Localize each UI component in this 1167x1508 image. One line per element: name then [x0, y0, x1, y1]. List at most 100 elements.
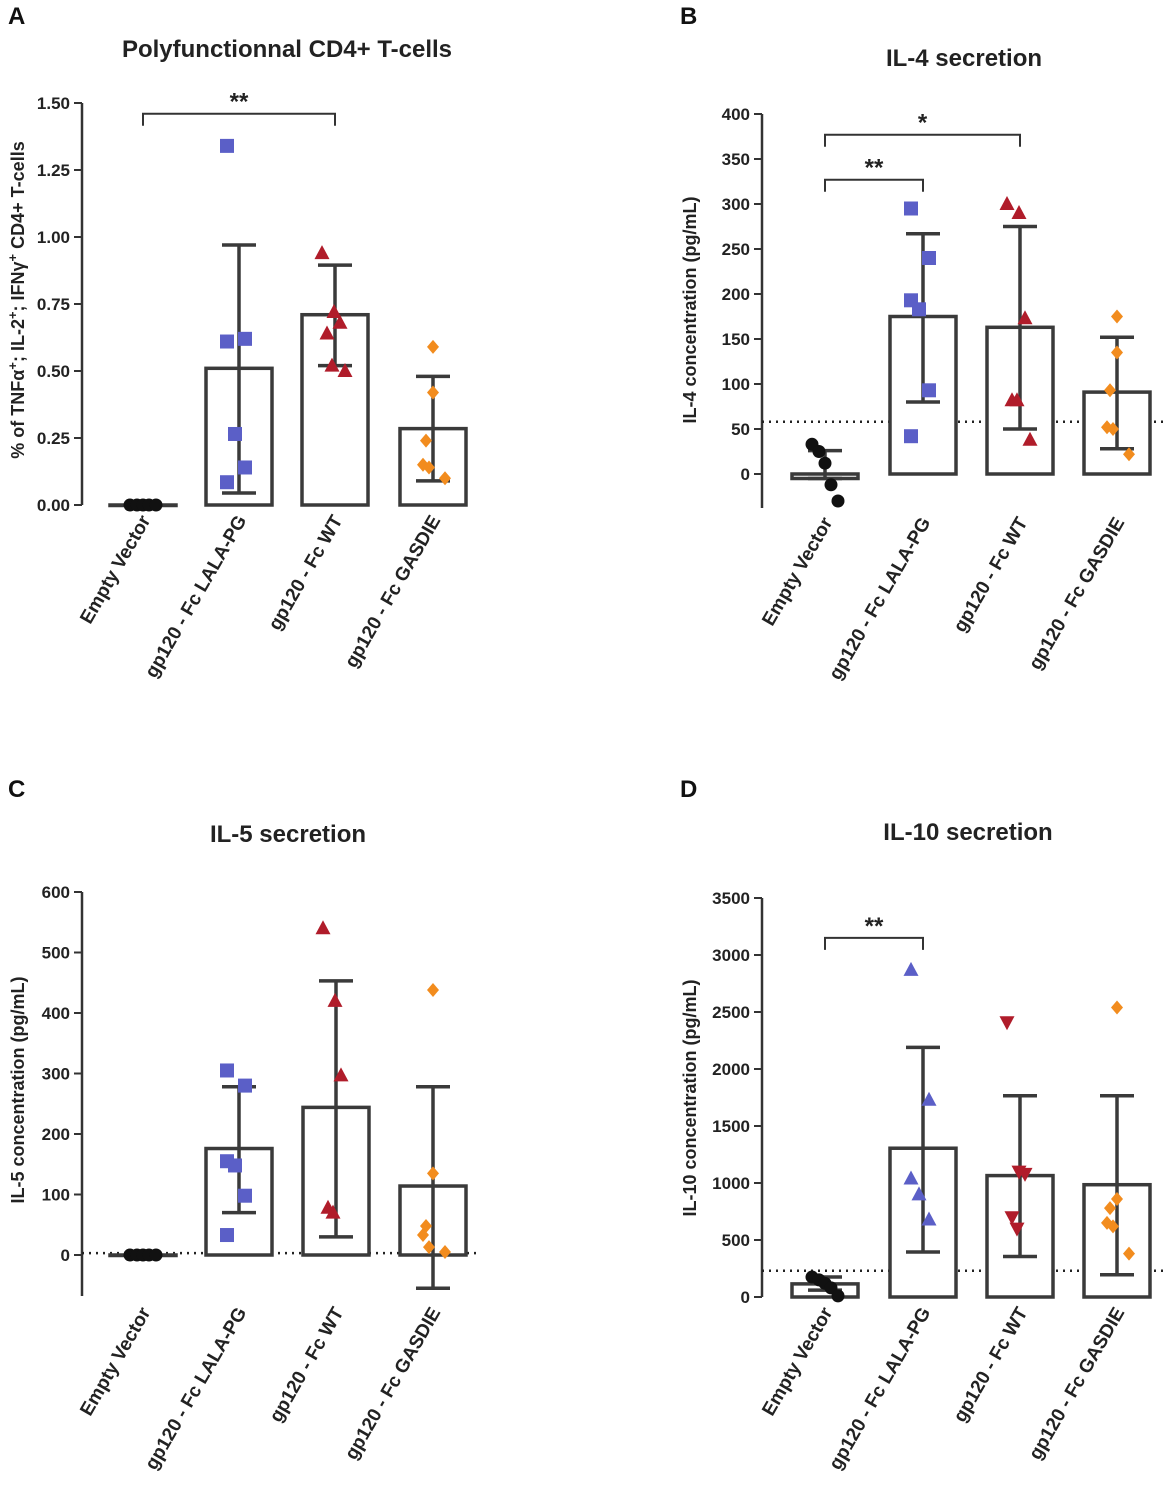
data-point	[332, 314, 348, 329]
y-axis-label-part: +	[5, 362, 20, 370]
category-label: Empty Vector	[76, 1303, 155, 1419]
data-point	[1009, 1222, 1025, 1237]
data-point	[922, 383, 936, 398]
data-point	[325, 1204, 341, 1219]
data-point	[220, 1228, 234, 1243]
y-tick-label: 2000	[712, 1060, 750, 1079]
y-tick-label: 3500	[712, 889, 750, 908]
y-axis-label-part: α	[8, 370, 28, 381]
category-label: gp120 - Fc WT	[265, 512, 348, 634]
data-point	[904, 201, 918, 216]
data-point	[1111, 345, 1123, 360]
data-point	[427, 983, 439, 998]
data-point	[921, 1091, 937, 1106]
category-label: gp120 - Fc GASDIE	[341, 1304, 445, 1464]
panel-letter: D	[680, 776, 697, 803]
data-point	[1104, 383, 1116, 398]
y-tick-label: 500	[42, 944, 70, 963]
significance-label: **	[865, 155, 884, 182]
y-tick-label: 100	[722, 375, 750, 394]
data-point	[1022, 431, 1038, 446]
data-point	[220, 138, 234, 153]
data-point	[423, 1240, 435, 1255]
panel-b: B IL-4 secretion 0 50 100 150 200 250 300 350 400 I…	[680, 3, 1165, 684]
data-point	[911, 1186, 927, 1201]
data-point	[1017, 310, 1033, 325]
y-tick-label: 0.50	[37, 362, 70, 381]
chart-title: IL-5 secretion	[210, 821, 366, 848]
y-tick-label: 0.00	[37, 496, 70, 515]
data-point	[228, 426, 242, 441]
data-point	[1107, 1219, 1119, 1234]
data-point	[1123, 1246, 1135, 1261]
data-point	[417, 1228, 429, 1243]
data-point	[228, 1158, 242, 1173]
data-point	[315, 920, 331, 935]
category-label: gp120 - Fc WT	[266, 1304, 349, 1426]
data-point	[238, 331, 252, 346]
data-point	[220, 475, 234, 490]
category-label: Empty Vector	[758, 1303, 837, 1419]
y-axis-label-part: ; IL-2	[8, 319, 28, 362]
category-label: gp120 - Fc LALA-PG	[825, 514, 935, 684]
y-axis-label-part: ; IFN	[8, 271, 28, 311]
data-point	[238, 460, 252, 475]
data-point	[220, 1063, 234, 1078]
data-point	[922, 251, 936, 265]
significance-bracket	[824, 133, 1021, 147]
data-point	[999, 1016, 1015, 1031]
data-point	[1011, 205, 1027, 219]
y-tick-label: 400	[722, 105, 750, 124]
panel-a: A Polyfunctionnal CD4+ T-cells 0.00 0.25 0.5…	[5, 3, 468, 682]
panel-d: D IL-10 secretion 0 500 1000 1500 2000 2500 3000…	[680, 776, 1165, 1474]
data-point	[904, 429, 918, 444]
y-tick-label: 0.75	[37, 295, 70, 314]
significance-bracket	[824, 936, 924, 950]
data-point	[238, 1078, 252, 1093]
category-label: gp120 - Fc WT	[950, 514, 1033, 636]
y-axis-label-part: CD4+ T-cells	[8, 141, 28, 254]
data-point	[921, 1211, 937, 1226]
data-point	[1004, 1211, 1020, 1226]
y-axis-label-part: γ	[8, 261, 28, 271]
y-tick-label: 1.00	[37, 228, 70, 247]
data-point	[1017, 1167, 1033, 1182]
y-tick-label: 200	[722, 285, 750, 304]
y-tick-label: 150	[722, 330, 750, 349]
y-tick-label: 50	[731, 420, 750, 439]
y-axis-label: IL-5 concentration (pg/mL)	[8, 976, 28, 1203]
data-point	[427, 385, 439, 400]
y-tick-label: 250	[722, 240, 750, 259]
y-tick-label: 300	[42, 1065, 70, 1084]
category-label: gp120 - Fc GASDIE	[1025, 514, 1129, 674]
y-tick-label: 0	[741, 1288, 750, 1307]
category-label: gp120 - Fc GASDIE	[1025, 1304, 1129, 1464]
data-point	[999, 196, 1015, 210]
panel-letter: B	[680, 3, 697, 30]
data-point	[337, 363, 353, 377]
category-label: gp120 - Fc LALA-PG	[141, 512, 251, 682]
data-point	[220, 334, 234, 349]
y-tick-label: 300	[722, 195, 750, 214]
y-tick-label: 350	[722, 150, 750, 169]
data-point	[439, 1244, 451, 1259]
data-point	[324, 357, 340, 372]
significance-label: **	[865, 913, 884, 940]
y-tick-label: 600	[42, 883, 70, 902]
data-point	[423, 460, 435, 475]
data-point	[1111, 1191, 1123, 1206]
panel-c: C IL-5 secretion 0 100 200 300 400 500 600 IL-5 c…	[8, 776, 481, 1474]
y-tick-label: 500	[722, 1231, 750, 1250]
y-tick-label: 0	[61, 1246, 70, 1265]
bar	[300, 312, 370, 507]
data-point	[818, 456, 832, 470]
data-point	[831, 494, 845, 508]
category-label: gp120 - Fc WT	[950, 1304, 1033, 1426]
significance-label: **	[230, 89, 249, 116]
data-point	[427, 1166, 439, 1181]
y-tick-label: 0	[741, 465, 750, 484]
y-axis-label-part: +	[5, 311, 20, 319]
category-label: gp120 - Fc LALA-PG	[141, 1304, 251, 1474]
data-point	[903, 1170, 919, 1185]
